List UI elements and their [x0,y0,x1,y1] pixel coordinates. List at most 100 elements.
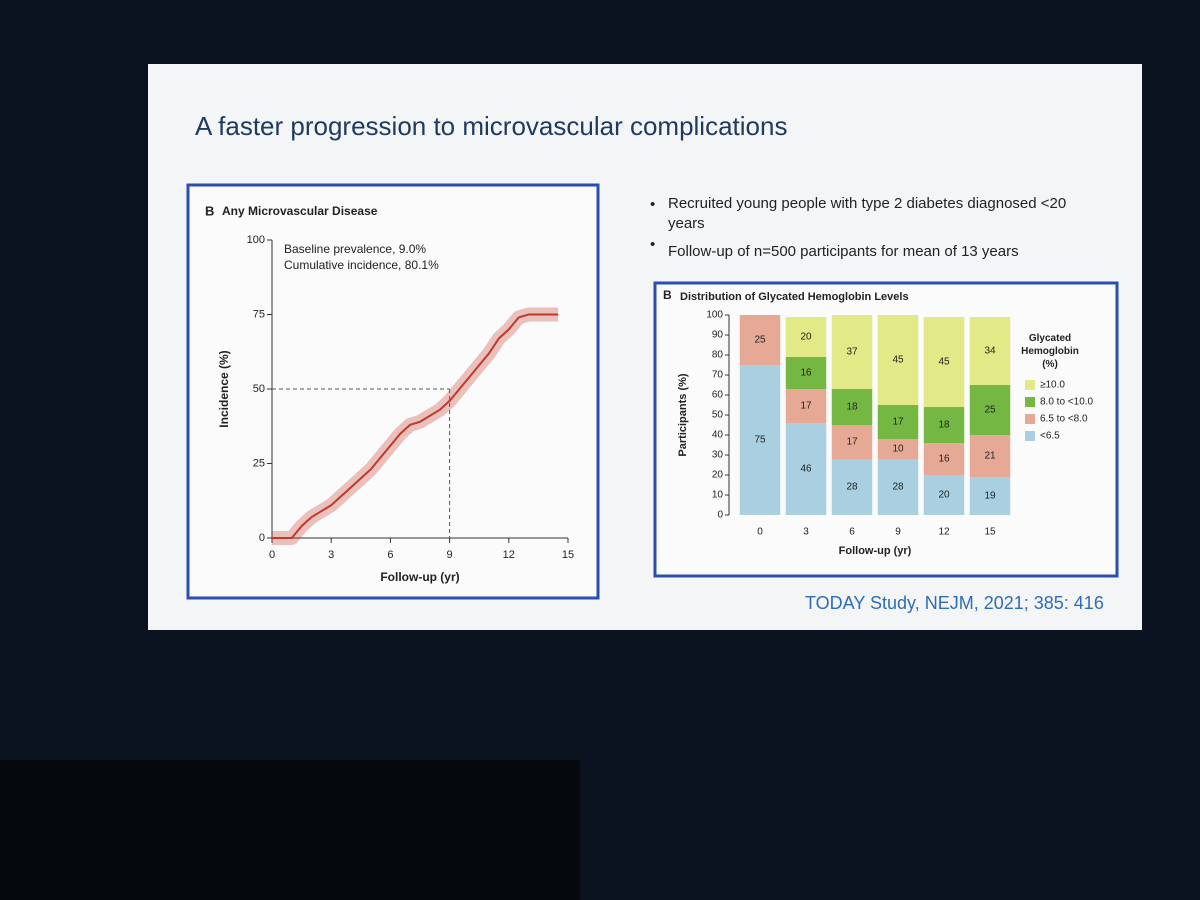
bar-segment [877,459,919,515]
y-tick-label: 50 [712,410,724,421]
legend-swatch [1025,380,1035,390]
x-tick-label: 6 [849,527,855,538]
x-tick-label: 12 [503,549,515,561]
y-tick-label: 20 [712,470,724,481]
bullet: Follow-up of n=500 participants for mean… [668,243,1019,260]
bar-segment [785,317,827,357]
y-tick-label: 80 [712,350,724,361]
bar-segment [923,407,965,443]
value-label: 16 [800,368,812,379]
bar-segment [831,315,873,389]
bullet-mark: • [650,236,655,253]
value-label: 17 [846,437,858,448]
value-label: 20 [800,332,812,343]
legend-swatch [1025,397,1035,407]
value-label: 45 [892,355,904,366]
x-tick-label: 12 [938,527,950,538]
bar-segment [739,315,781,365]
value-label: 17 [892,417,904,428]
value-label: 28 [846,482,858,493]
value-label: 20 [938,490,950,501]
y-tick-label: 30 [712,450,724,461]
value-label: 25 [754,335,766,346]
y-tick-label: 40 [712,430,724,441]
value-label: 10 [892,444,904,455]
bullet-box: Recruited young people with type 2 diabe… [668,195,1067,232]
bar-segment [969,477,1011,515]
bar-segment [923,475,965,515]
y-tick-label: 50 [253,383,265,395]
y-tick-label: 75 [253,308,265,320]
legend-label: <6.5 [1040,431,1060,442]
value-label: 18 [938,420,950,431]
bar-segment [969,435,1011,477]
legend-label: 8.0 to <10.0 [1040,397,1094,408]
y-axis-label: Participants (%) [677,373,689,456]
bar-segment [739,365,781,515]
y-tick-label: 0 [259,532,265,544]
bullet: Recruited young people with type 2 diabe… [668,195,1067,232]
chart-frame [186,183,600,600]
x-axis-label: Follow-up (yr) [380,570,459,584]
bar-segment [877,405,919,439]
value-label: 21 [984,451,996,462]
slide-title: A faster progression to microvascular co… [195,111,787,141]
y-tick-label: 60 [712,390,724,401]
value-label: 46 [800,464,812,475]
bar-segment [877,315,919,405]
bar-segment [785,389,827,423]
x-axis-label: Follow-up (yr) [839,545,912,557]
chart-title: Distribution of Glycated Hemoglobin Leve… [680,291,909,303]
x-tick-label: 6 [387,549,393,561]
legend-label: 6.5 to <8.0 [1040,414,1088,425]
x-tick-label: 9 [895,527,901,538]
y-tick-label: 100 [706,310,723,321]
legend-title: Glycated Hemoglobin (%) [1021,333,1079,370]
y-axis-label: Incidence (%) [217,350,231,427]
panel-table [0,760,580,900]
bar-segment [831,389,873,425]
y-tick-label: 100 [247,234,265,246]
panel-label: B [205,203,214,218]
legend-swatch [1025,431,1035,441]
incidence-line [272,313,559,539]
x-tick-label: 15 [984,527,996,538]
bar-segment [923,317,965,407]
value-label: 25 [984,405,996,416]
legend-label: ≥10.0 [1040,380,1065,391]
x-tick-label: 0 [757,527,763,538]
bar-segment [969,317,1011,385]
y-tick-label: 10 [712,490,724,501]
value-label: 37 [846,347,858,358]
value-label: 34 [984,346,996,357]
x-tick-label: 9 [447,549,453,561]
x-tick-label: 15 [562,549,574,561]
x-tick-label: 0 [269,549,275,561]
annotation: Cumulative incidence, 80.1% [284,258,439,272]
y-tick-label: 70 [712,370,724,381]
x-tick-label: 3 [803,527,809,538]
value-label: 28 [892,482,904,493]
bar-segment [877,439,919,459]
bar-segment [785,423,827,515]
y-tick-label: 25 [253,457,265,469]
bar-segment [923,443,965,475]
value-label: 17 [800,401,812,412]
bar-segment [831,425,873,459]
value-label: 18 [846,402,858,413]
bar-segment [785,357,827,389]
value-label: 19 [984,491,996,502]
bar-segment [969,385,1011,435]
bullet-mark: • [650,196,655,213]
value-label: 16 [938,454,950,465]
value-label: 75 [754,435,766,446]
x-tick-label: 3 [328,549,334,561]
value-label: 45 [938,357,950,368]
panel-label: B [663,288,672,302]
y-tick-label: 0 [717,510,723,521]
legend-swatch [1025,414,1035,424]
chart-title: Any Microvascular Disease [222,204,378,218]
bar-segment [831,459,873,515]
